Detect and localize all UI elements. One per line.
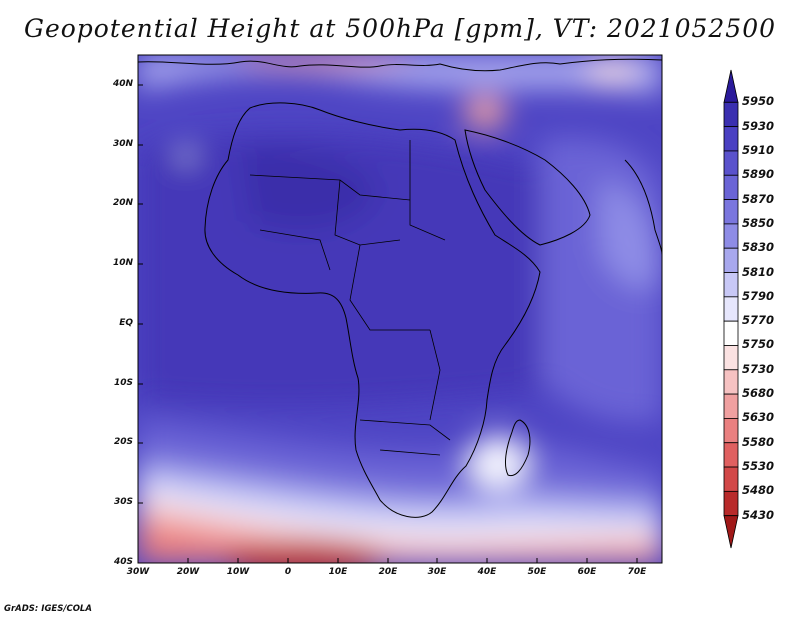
colorbar-swatch [723,490,739,517]
x-tick-label: 50E [527,567,547,577]
colorbar-level-label: 5830 [742,240,775,255]
arabia-coastline [464,129,591,246]
y-tick-marks [138,84,143,564]
colorbar-swatch [723,199,739,225]
colorbar-level-label: 5530 [742,459,775,474]
madagascar-coastline [504,419,531,477]
colorbar-swatch [723,272,739,298]
colorbar-swatch [723,223,739,249]
colorbar-swatch [723,69,739,103]
colorbar-level-label: 5680 [742,386,775,401]
y-tick-label: 40N [112,79,133,89]
x-tick-label: 20E [378,567,398,577]
europe-coastline [138,58,662,72]
colorbar-swatch [723,174,739,200]
grads-credit: GrADS: IGES/COLA [4,604,92,614]
africa-coastline [204,102,541,518]
colorbar-swatch [723,515,739,549]
x-tick-label: 0 [284,567,292,577]
colorbar-swatch [723,369,739,395]
y-tick-label: 10N [112,258,133,268]
plot-frame [137,54,663,564]
colorbar-level-label: 5770 [742,313,775,328]
colorbar-level-label: 5790 [742,288,775,303]
colorbar-swatch [723,101,739,128]
colorbar-level-label: 5730 [742,361,775,376]
india-coastline [624,159,662,256]
map-title: Geopotential Height at 500hPa [gpm], VT:… [23,14,777,43]
colorbar-swatch [723,442,739,468]
colorbar-level-label: 5930 [742,118,775,133]
x-tick-label: 60E [577,567,597,577]
x-tick-label: 30W [126,567,150,577]
colorbar-swatch [723,320,739,346]
y-tick-label: 30N [112,139,133,149]
y-tick-label: 20N [112,198,133,208]
colorbar-swatch [723,345,739,371]
colorbar-level-label: 5810 [742,264,775,279]
colorbar-level-label: 5630 [742,410,775,425]
colorbar-level-label: 5890 [742,167,775,182]
y-tick-label: 20S [113,437,133,447]
colorbar-level-label: 5910 [742,142,775,157]
colorbar-swatch [723,393,739,419]
colorbar-level-label: 5480 [742,483,775,498]
y-tick-label: 30S [113,497,133,507]
x-tick-label: 30E [427,567,447,577]
colorbar-level-label: 5750 [742,337,775,352]
y-tick-label: 40S [113,557,133,567]
x-tick-marks [137,558,638,563]
colorbar-level-label: 5950 [742,94,775,109]
y-tick-label: EQ [119,318,133,328]
coastlines [138,58,662,518]
height-field [138,55,662,563]
colorbar-level-label: 5850 [742,215,775,230]
colorbar-level-label: 5430 [742,507,775,522]
country-borders [249,140,451,456]
colorbar-swatch [723,150,739,176]
y-tick-label: 10S [113,378,133,388]
colorbar-swatch [723,247,739,273]
x-tick-label: 10W [226,567,250,577]
colorbar-level-label: 5870 [742,191,775,206]
colorbar-swatch [723,126,739,152]
colorbar-level-label: 5580 [742,434,775,449]
colorbar-swatch [723,296,739,322]
x-tick-label: 70E [627,567,647,577]
colorbar [723,69,739,549]
colorbar-swatch [723,418,739,444]
colorbar-swatch [723,466,739,492]
x-tick-label: 40E [477,567,497,577]
x-tick-label: 20W [176,567,200,577]
x-tick-label: 10E [328,567,348,577]
